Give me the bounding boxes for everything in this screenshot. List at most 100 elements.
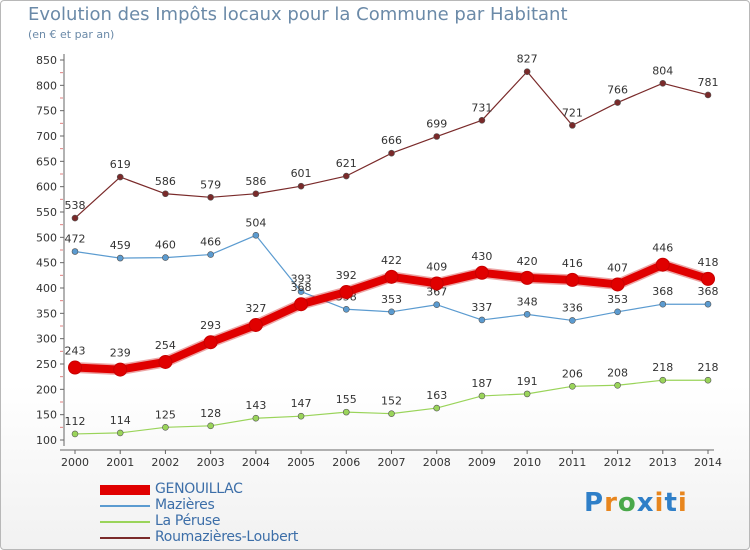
legend-swatch-mazieres — [100, 505, 150, 507]
data-point — [704, 376, 712, 384]
data-label: 191 — [517, 375, 538, 388]
data-point — [704, 91, 712, 99]
data-point — [388, 308, 395, 316]
data-label: 766 — [607, 84, 628, 97]
logo-letter: i — [654, 488, 665, 518]
data-label: 804 — [652, 64, 673, 77]
legend-item-mazieres: Mazières — [100, 497, 360, 514]
data-point — [478, 392, 486, 400]
data-label: 152 — [381, 395, 402, 408]
legend-swatch-la-peruse — [100, 521, 150, 523]
data-label: 125 — [155, 408, 176, 421]
series-roumazi-res-loubert: 538 619 586 579 586 601 621 666 699 731 827 721 766 8… — [65, 53, 719, 222]
data-point — [478, 316, 486, 324]
y-tick-label: 850 — [36, 54, 57, 67]
y-tick-label: 300 — [36, 333, 57, 346]
y-tick-label: 400 — [36, 282, 57, 295]
data-point — [71, 248, 79, 255]
x-tick-label: 2009 — [468, 456, 496, 469]
series-genouillac: 243 239 254 293 327 368 392 422 409 430 420 416 407 4… — [65, 242, 719, 377]
data-point — [655, 257, 670, 272]
data-label: 353 — [607, 293, 628, 306]
data-label: 601 — [291, 167, 312, 180]
legend-label-roumazieres-loubert: Roumazières-Loubert — [155, 529, 299, 545]
data-point — [610, 277, 625, 292]
y-tick-label: 450 — [36, 257, 57, 270]
data-label: 187 — [471, 377, 492, 390]
y-tick-label: 600 — [36, 181, 57, 194]
y-tick-label: 200 — [36, 383, 57, 396]
data-point — [523, 311, 531, 318]
x-tick-label: 2014 — [694, 456, 722, 469]
data-label: 337 — [471, 301, 492, 314]
x-tick-label: 2006 — [332, 456, 360, 469]
x-tick-label: 2011 — [558, 456, 586, 469]
logo-letter: r — [604, 488, 618, 518]
data-point — [162, 190, 169, 198]
data-point — [339, 285, 354, 300]
x-tick-label: 2004 — [242, 456, 270, 469]
x-tick-label: 2002 — [151, 456, 179, 469]
data-point — [614, 381, 621, 389]
data-point — [71, 430, 79, 438]
data-point — [433, 133, 441, 140]
data-label: 621 — [336, 157, 357, 170]
legend-label-mazieres: Mazières — [155, 497, 215, 513]
data-label: 293 — [200, 319, 221, 332]
series-mazi-res: 4724594604665043933583533673373483363533… — [65, 216, 719, 324]
data-point — [116, 429, 124, 437]
data-label: 619 — [110, 158, 131, 171]
data-label: 827 — [517, 53, 538, 66]
data-point — [569, 317, 576, 324]
data-label: 407 — [607, 261, 628, 274]
data-point — [614, 99, 621, 106]
y-tick-label: 350 — [36, 307, 57, 320]
data-label: 721 — [562, 106, 583, 119]
data-point — [474, 265, 489, 280]
data-label: 459 — [110, 239, 131, 252]
data-point — [297, 288, 305, 295]
data-point — [384, 269, 399, 284]
legend-item-genouillac: GENOUILLAC — [100, 481, 360, 498]
data-point — [429, 276, 444, 291]
data-label: 430 — [471, 250, 492, 263]
data-label: 112 — [65, 415, 86, 428]
y-tick-label: 800 — [36, 79, 57, 92]
data-label: 368 — [291, 281, 312, 294]
y-tick-label: 750 — [36, 105, 57, 118]
data-point — [565, 272, 580, 287]
data-point — [116, 173, 124, 181]
legend-swatch-roumazieres-loubert — [100, 537, 150, 539]
data-label: 368 — [652, 285, 673, 298]
data-point — [342, 172, 350, 180]
data-point — [68, 360, 82, 375]
x-tick-label: 2010 — [513, 456, 541, 469]
y-tick-label: 250 — [36, 358, 57, 371]
data-label: 422 — [381, 254, 402, 267]
data-point — [203, 335, 218, 350]
data-label: 731 — [471, 101, 492, 114]
y-tick-label: 700 — [36, 130, 57, 143]
data-label: 666 — [381, 134, 402, 147]
data-point — [523, 390, 531, 398]
data-label: 586 — [155, 175, 176, 188]
data-label: 336 — [562, 301, 583, 314]
data-label: 446 — [652, 242, 673, 255]
data-point — [71, 214, 79, 222]
data-point — [252, 232, 260, 239]
chart-title: Evolution des Impôts locaux pour la Comm… — [28, 4, 568, 25]
data-label: 699 — [426, 118, 447, 131]
data-point — [569, 122, 576, 129]
x-tick-label: 2013 — [649, 456, 677, 469]
x-tick-label: 2003 — [197, 456, 225, 469]
data-label: 114 — [110, 414, 131, 427]
data-label: 147 — [291, 397, 312, 410]
data-point — [342, 305, 350, 313]
data-point — [478, 116, 486, 124]
data-label: 460 — [155, 239, 176, 252]
data-point — [433, 404, 441, 412]
x-tick-label: 2001 — [106, 456, 134, 469]
data-point — [614, 308, 621, 316]
data-point — [569, 382, 576, 390]
data-label: 208 — [607, 366, 628, 379]
